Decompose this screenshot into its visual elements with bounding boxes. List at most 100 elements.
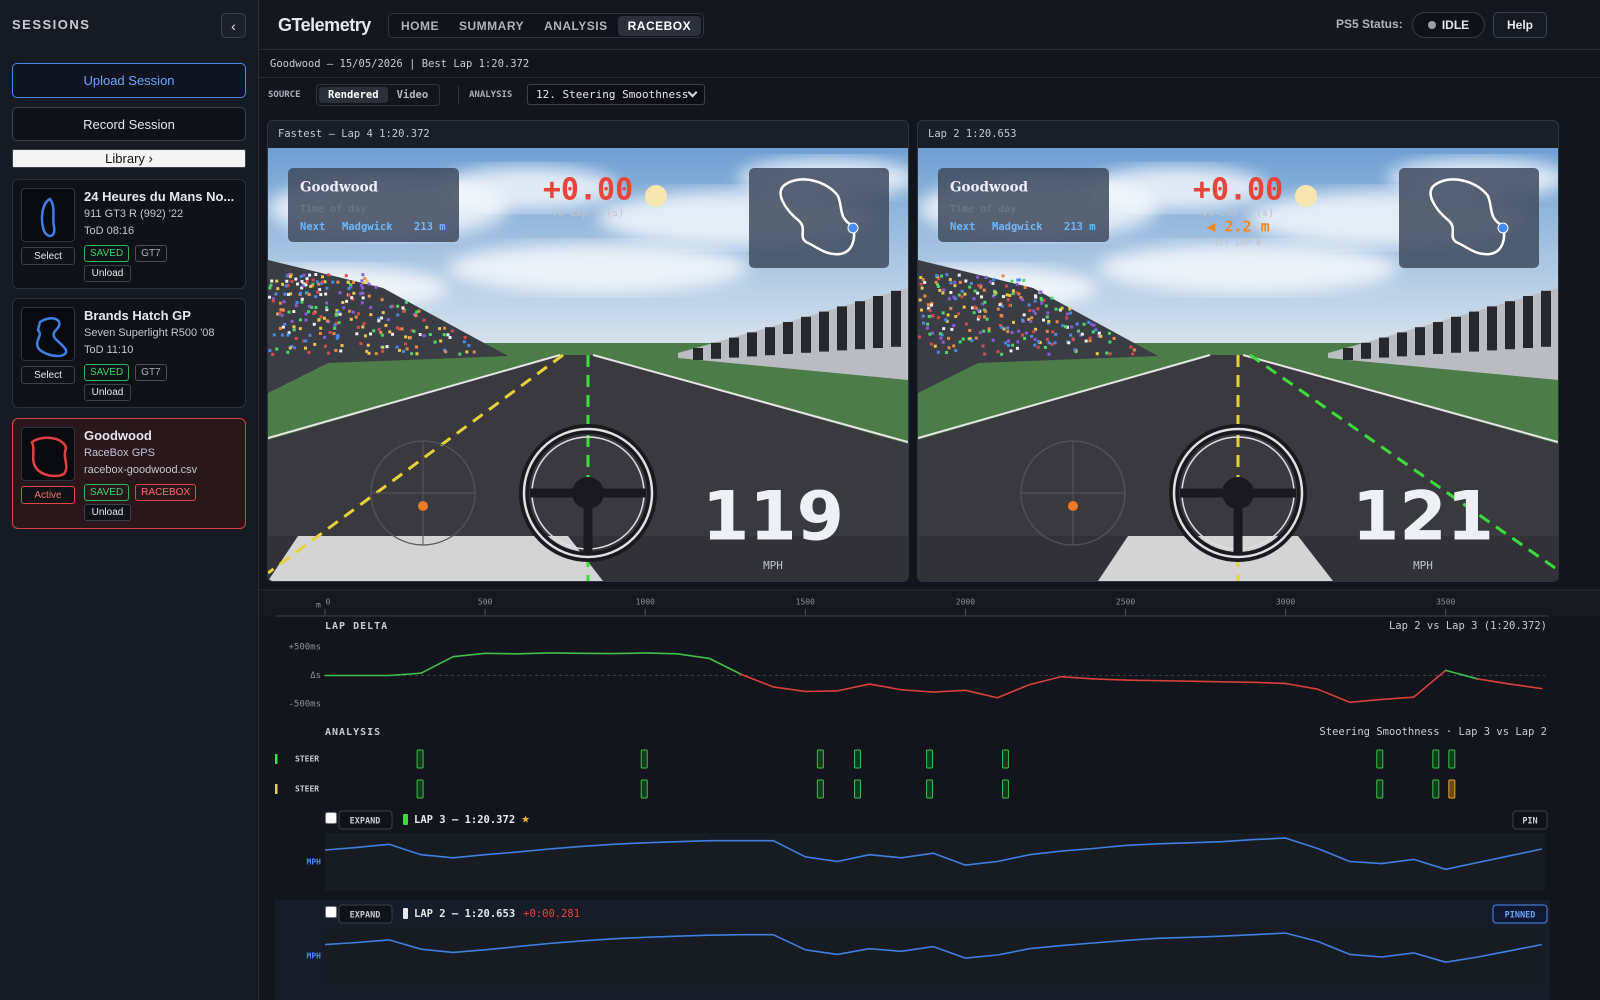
crowd (325, 306, 329, 310)
crowd (388, 330, 392, 334)
crowd (1040, 298, 1044, 302)
upload-button[interactable]: Upload Session (12, 63, 246, 98)
delta-segment (836, 683, 871, 692)
runoff (268, 536, 603, 581)
crowd (369, 313, 373, 317)
delta-y-label: +500ms (288, 643, 321, 653)
crowd (381, 311, 385, 315)
crowd (938, 288, 942, 292)
checkbox-wrap (325, 906, 337, 918)
source-option[interactable]: Rendered (319, 87, 388, 103)
nav-tab[interactable]: RACEBOX (617, 15, 702, 36)
crowd (274, 292, 278, 296)
crowd (295, 301, 299, 305)
crowd (1091, 330, 1095, 334)
crowd (320, 280, 324, 284)
pin-button[interactable] (1492, 904, 1548, 924)
session-action[interactable]: Select (21, 247, 75, 265)
collapse-button[interactable]: ‹ (221, 13, 246, 38)
delta-segment (740, 673, 775, 688)
crowd (1008, 293, 1012, 297)
crowd (945, 319, 949, 323)
unload-button[interactable]: Unload (84, 384, 131, 401)
crowd (1058, 308, 1062, 312)
crowd (404, 300, 408, 304)
crowd (929, 342, 933, 346)
crowd (1108, 352, 1112, 356)
session-card[interactable]: Select Brands Hatch GP Seven Superlight R5… (12, 298, 246, 408)
analysis-marker (854, 749, 862, 769)
crowd (1094, 328, 1098, 332)
nav-tab[interactable]: SUMMARY (459, 18, 525, 33)
crowd (344, 274, 348, 278)
crowd (404, 335, 408, 339)
crowd (281, 308, 285, 312)
session-tags: SAVED RACEBOX (84, 482, 202, 501)
session-detail: ToD 08:16 (84, 225, 135, 237)
delta-segment (772, 686, 807, 693)
crowd (276, 287, 280, 291)
crowd (1015, 282, 1019, 286)
delta-segment (1316, 688, 1351, 704)
hud-title: Goodwood (950, 180, 1029, 196)
help-button[interactable]: Help (1493, 12, 1547, 38)
crowd (352, 291, 356, 295)
timeline-tick-label: 2500 (1116, 598, 1135, 607)
session-car: RaceBox GPS (84, 447, 155, 459)
session-card[interactable]: Select 24 Heures du Mans No... 911 GT3 R (… (12, 179, 246, 289)
crowd (963, 292, 967, 296)
pin-button[interactable] (1512, 810, 1548, 830)
crowd (276, 312, 280, 316)
session-card[interactable]: Active Goodwood RaceBox GPS racebox-goodwoo… (12, 418, 246, 529)
source-option[interactable]: Video (396, 89, 429, 101)
crowd (312, 312, 316, 316)
crowd (337, 321, 341, 325)
analysis-select[interactable]: 12. Steering Smoothness (527, 84, 705, 105)
crowd (953, 284, 957, 288)
session-action[interactable]: Select (21, 366, 75, 384)
nav-tab[interactable]: ANALYSIS (544, 18, 608, 33)
crowd (305, 291, 309, 295)
analysis-marker (416, 779, 424, 799)
expand-checkbox[interactable] (325, 906, 337, 918)
crowd (349, 283, 353, 287)
session-tag: RACEBOX (135, 484, 197, 501)
crowd (1006, 339, 1010, 343)
crowd (1044, 304, 1048, 308)
record-button[interactable]: Record Session (12, 107, 246, 141)
analysis-marker (926, 779, 934, 799)
track-thumbnail (21, 307, 75, 361)
crowd (296, 282, 300, 286)
crowd (1011, 292, 1015, 296)
crowd (940, 274, 944, 278)
crowd (334, 313, 338, 317)
session-tag: SAVED (84, 484, 130, 501)
analysis-marker (816, 749, 824, 769)
expand-button[interactable] (338, 904, 393, 924)
crowd (298, 318, 302, 322)
crowd (1047, 341, 1051, 345)
crowd (271, 297, 275, 301)
crowd (1015, 346, 1019, 350)
unload-button[interactable]: Unload (84, 265, 131, 282)
crowd (290, 319, 294, 323)
info-bar: Goodwood — 15/05/2026 | Best Lap 1:20.37… (259, 51, 1600, 78)
crowd (361, 286, 365, 290)
crowd (304, 318, 308, 322)
crowd (334, 321, 338, 325)
expand-checkbox[interactable] (325, 812, 337, 824)
crowd (973, 305, 977, 309)
crowd (405, 347, 409, 351)
expand-button[interactable] (338, 810, 393, 830)
unload-button[interactable]: Unload (84, 504, 131, 521)
crowd (1045, 337, 1049, 341)
crowd (1011, 289, 1015, 293)
crowd (991, 338, 995, 342)
library-button[interactable]: Library › (12, 149, 246, 168)
crowd (362, 281, 366, 285)
crowd (281, 282, 285, 286)
nav-tab[interactable]: HOME (401, 18, 439, 33)
crowd (960, 295, 964, 299)
session-action[interactable]: Active (21, 486, 75, 504)
crowd (987, 327, 991, 331)
